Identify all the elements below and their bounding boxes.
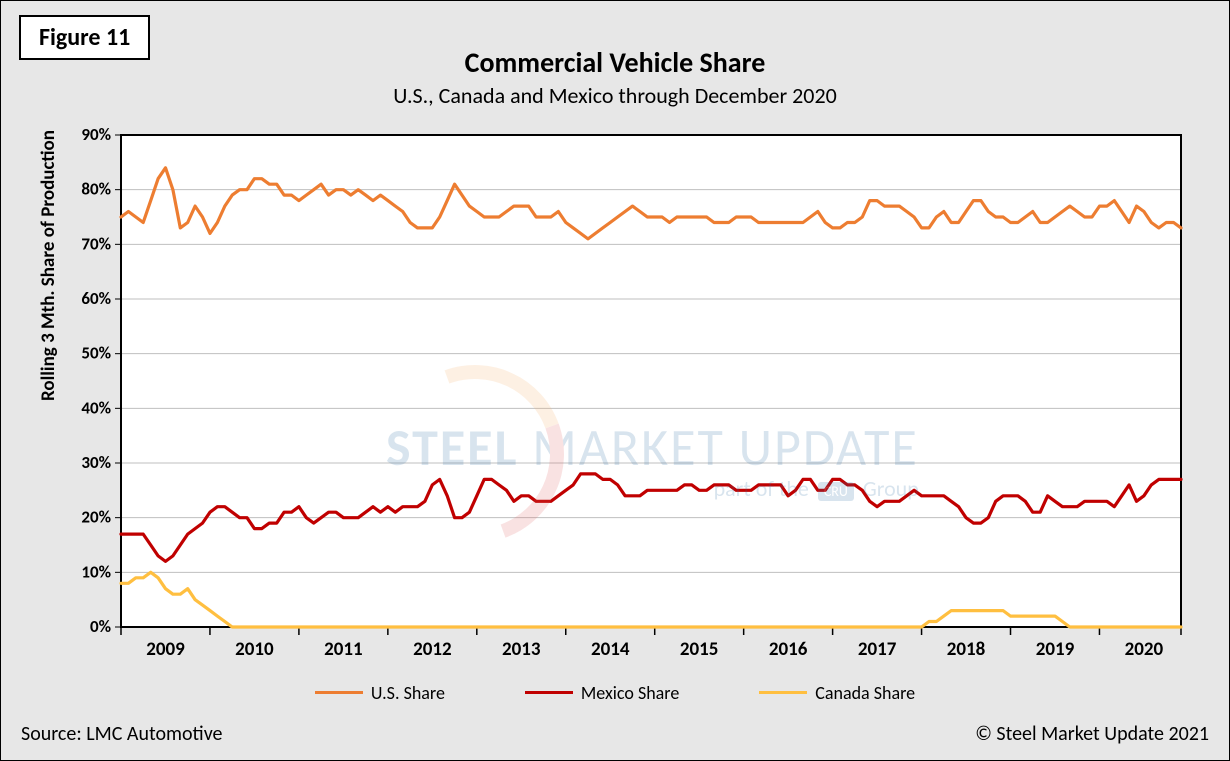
- svg-text:2016: 2016: [769, 638, 808, 661]
- svg-text:2015: 2015: [680, 638, 719, 661]
- figure-panel: Figure 11 Commercial Vehicle Share U.S.,…: [0, 0, 1230, 761]
- svg-text:2020: 2020: [1125, 638, 1164, 661]
- svg-text:2010: 2010: [235, 638, 274, 661]
- svg-text:80%: 80%: [81, 179, 111, 200]
- legend-item: Mexico Share: [525, 682, 679, 704]
- copyright-caption: © Steel Market Update 2021: [975, 722, 1209, 746]
- svg-text:60%: 60%: [81, 288, 111, 309]
- svg-text:50%: 50%: [81, 343, 111, 364]
- legend-label: U.S. Share: [371, 682, 445, 704]
- svg-text:30%: 30%: [81, 452, 111, 473]
- svg-text:10%: 10%: [81, 561, 111, 582]
- svg-text:40%: 40%: [81, 397, 111, 418]
- svg-text:2009: 2009: [146, 638, 185, 661]
- chart-titles: Commercial Vehicle Share U.S., Canada an…: [1, 45, 1229, 109]
- legend-item: U.S. Share: [315, 682, 445, 704]
- svg-text:70%: 70%: [81, 233, 111, 254]
- legend-swatch: [525, 691, 573, 694]
- legend-swatch: [315, 691, 363, 694]
- svg-text:2017: 2017: [858, 638, 897, 661]
- legend-label: Mexico Share: [581, 682, 679, 704]
- svg-text:2019: 2019: [1036, 638, 1075, 661]
- legend-item: Canada Share: [759, 682, 915, 704]
- chart-legend: U.S. Share Mexico Share Canada Share: [1, 677, 1229, 704]
- chart-title: Commercial Vehicle Share: [1, 45, 1229, 80]
- legend-label: Canada Share: [815, 682, 915, 704]
- svg-text:2018: 2018: [947, 638, 986, 661]
- svg-text:2013: 2013: [502, 638, 541, 661]
- chart-area: STEEL MARKET UPDATE part of the CRU Grou…: [31, 125, 1201, 673]
- source-caption: Source: LMC Automotive: [21, 722, 222, 746]
- svg-text:2011: 2011: [324, 638, 363, 661]
- legend-swatch: [759, 691, 807, 694]
- svg-text:20%: 20%: [81, 507, 111, 528]
- chart-subtitle: U.S., Canada and Mexico through December…: [1, 82, 1229, 109]
- svg-text:0%: 0%: [90, 616, 111, 637]
- svg-text:2014: 2014: [591, 638, 630, 661]
- svg-text:2012: 2012: [413, 638, 452, 661]
- line-chart-svg: 0% 10% 20% 30% 40% 50% 60% 70% 80% 90% 2009 2010 201…: [31, 125, 1201, 673]
- svg-text:90%: 90%: [81, 125, 111, 145]
